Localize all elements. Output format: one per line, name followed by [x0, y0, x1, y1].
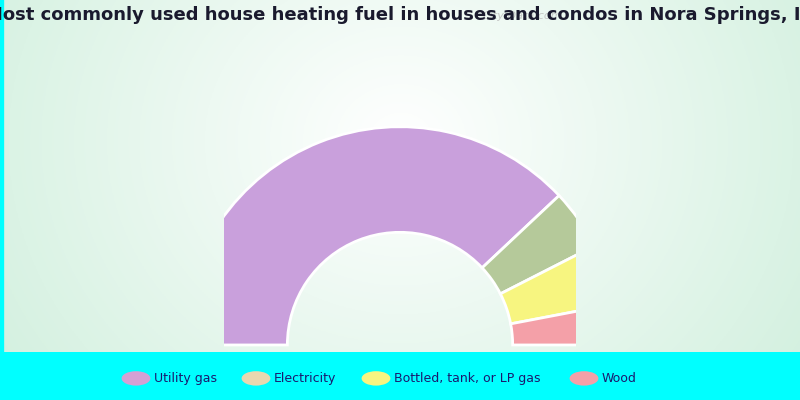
Ellipse shape: [122, 371, 150, 386]
Text: Most commonly used house heating fuel in houses and condos in Nora Springs, IA: Most commonly used house heating fuel in…: [0, 6, 800, 24]
Text: City-Data.com: City-Data.com: [482, 10, 562, 20]
Text: Electricity: Electricity: [274, 372, 336, 385]
Text: Wood: Wood: [602, 372, 637, 385]
Wedge shape: [510, 304, 618, 345]
Wedge shape: [482, 196, 594, 294]
Text: Bottled, tank, or LP gas: Bottled, tank, or LP gas: [394, 372, 540, 385]
Wedge shape: [182, 127, 559, 345]
Wedge shape: [500, 246, 614, 324]
Ellipse shape: [362, 371, 390, 386]
Text: Utility gas: Utility gas: [154, 372, 217, 385]
Ellipse shape: [570, 371, 598, 386]
Ellipse shape: [242, 371, 270, 386]
